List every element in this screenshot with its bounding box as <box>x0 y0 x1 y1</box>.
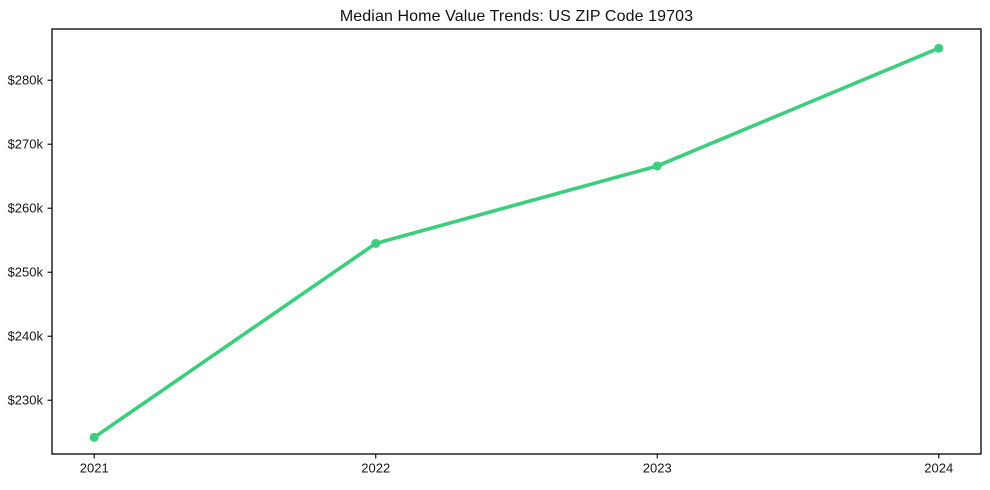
x-tick-label: 2024 <box>924 461 953 476</box>
data-point-marker <box>652 161 662 171</box>
data-point-marker <box>371 238 381 248</box>
x-tick-label: 2023 <box>643 461 672 476</box>
y-tick-label: $260k <box>8 201 44 216</box>
y-tick-label: $270k <box>8 137 44 152</box>
y-tick-label: $250k <box>8 265 44 280</box>
x-tick-label: 2022 <box>361 461 390 476</box>
data-point-marker <box>89 432 99 442</box>
y-tick-label: $240k <box>8 329 44 344</box>
x-tick-label: 2021 <box>80 461 109 476</box>
plot-border <box>51 28 982 455</box>
y-tick-label: $280k <box>8 73 44 88</box>
y-tick-label: $230k <box>8 393 44 408</box>
data-point-marker <box>934 43 944 53</box>
trend-line <box>92 46 941 440</box>
chart-title: Median Home Value Trends: US ZIP Code 19… <box>339 8 694 25</box>
